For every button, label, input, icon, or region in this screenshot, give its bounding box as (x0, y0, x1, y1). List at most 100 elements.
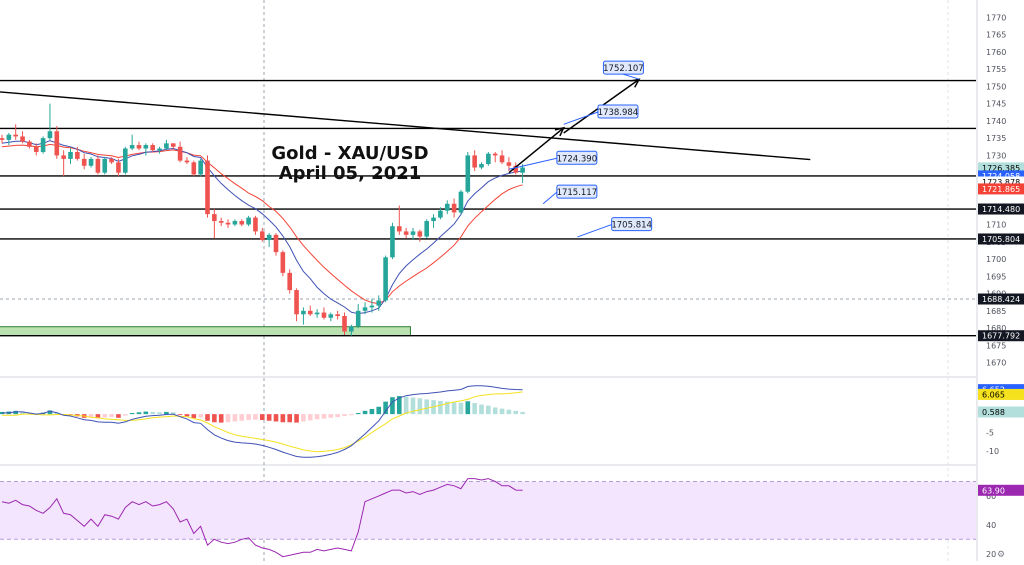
macd-histogram-bar[interactable] (513, 410, 519, 415)
macd-histogram-bar[interactable] (88, 414, 94, 418)
macd-histogram-bar[interactable] (129, 413, 135, 415)
candle[interactable] (438, 207, 443, 220)
macd-histogram-bar[interactable] (95, 414, 101, 419)
gear-icon[interactable]: ⚙ (997, 550, 1005, 560)
ema-slow-line[interactable] (1, 143, 523, 305)
macd-histogram-bar[interactable] (335, 414, 340, 418)
candle[interactable] (390, 222, 395, 260)
candle[interactable] (260, 227, 265, 242)
projection-arrow-1[interactable] (508, 127, 565, 174)
candle[interactable] (273, 233, 279, 256)
rsi-pane[interactable] (0, 478, 976, 558)
macd-histogram-bar[interactable] (492, 407, 498, 415)
macd-histogram-bar[interactable] (301, 414, 306, 422)
price-callout[interactable]: 1752.107 (602, 60, 644, 80)
macd-histogram-bar[interactable] (246, 414, 251, 421)
macd-histogram-bar[interactable] (20, 411, 25, 415)
macd-histogram-bar[interactable] (47, 410, 53, 415)
rsi-line[interactable] (1, 478, 523, 558)
macd-histogram-bar[interactable] (191, 414, 197, 419)
macd-histogram-bar[interactable] (342, 414, 347, 416)
macd-histogram-bar[interactable] (410, 397, 416, 415)
candle[interactable] (170, 143, 176, 149)
candle[interactable] (362, 302, 368, 315)
macd-histogram-bar[interactable] (355, 413, 361, 415)
candle[interactable] (403, 227, 409, 239)
price-callout[interactable]: 1715.117 (542, 184, 598, 205)
candle[interactable] (150, 143, 155, 152)
macd-histogram-bar[interactable] (287, 414, 292, 423)
candle[interactable] (253, 215, 258, 235)
macd-histogram-bar[interactable] (349, 414, 354, 416)
candle[interactable] (129, 134, 135, 151)
macd-histogram-bar[interactable] (164, 411, 169, 415)
price-callout[interactable]: 1724.390 (508, 150, 598, 170)
macd-histogram-bar[interactable] (451, 402, 457, 415)
macd-histogram-bar[interactable] (417, 398, 423, 415)
macd-histogram-bar[interactable] (376, 406, 382, 415)
price-tag[interactable]: 1721.865 (978, 183, 1024, 195)
candle[interactable] (486, 151, 491, 166)
macd-histogram-bar[interactable] (225, 414, 231, 423)
candle[interactable] (88, 157, 94, 168)
macd-histogram-bar[interactable] (424, 399, 429, 415)
price-tag[interactable]: 1677.792 (978, 330, 1024, 342)
macd-histogram-bar[interactable] (438, 400, 443, 415)
candle[interactable] (479, 162, 484, 170)
macd-histogram-bar[interactable] (184, 414, 190, 417)
candle[interactable] (321, 307, 327, 320)
macd-tag[interactable]: 6.065 (978, 388, 1024, 400)
candle[interactable] (335, 310, 340, 320)
candle[interactable] (136, 141, 142, 151)
macd-histogram-bar[interactable] (362, 410, 368, 415)
macd-line[interactable] (1, 385, 523, 458)
candle[interactable] (294, 288, 299, 322)
macd-histogram-bar[interactable] (369, 408, 375, 415)
candle[interactable] (513, 162, 519, 175)
candle[interactable] (109, 157, 114, 165)
macd-histogram-bar[interactable] (520, 411, 525, 415)
macd-histogram-bar[interactable] (273, 414, 279, 422)
macd-histogram-bar[interactable] (321, 414, 327, 419)
macd-histogram-bar[interactable] (102, 414, 108, 418)
price-callout[interactable]: 1705.814 (577, 217, 653, 238)
macd-histogram-bar[interactable] (170, 412, 176, 415)
candle[interactable] (465, 151, 471, 194)
candle[interactable] (20, 131, 25, 144)
candle[interactable] (123, 146, 128, 175)
macd-histogram-bar[interactable] (198, 414, 203, 418)
candle[interactable] (417, 229, 423, 242)
macd-histogram-bar[interactable] (218, 414, 224, 423)
candle[interactable] (492, 151, 498, 163)
candle[interactable] (383, 255, 388, 303)
candle[interactable] (13, 124, 18, 140)
macd-histogram-bar[interactable] (458, 402, 464, 415)
candle[interactable] (424, 219, 429, 239)
candle[interactable] (444, 200, 450, 215)
candle[interactable] (212, 208, 217, 239)
candle[interactable] (328, 312, 334, 322)
ema-fast-line[interactable] (1, 140, 523, 315)
candle[interactable] (198, 158, 203, 177)
macd-histogram-bar[interactable] (13, 410, 18, 415)
candle[interactable] (177, 141, 183, 163)
candle[interactable] (239, 219, 245, 227)
macd-histogram-bar[interactable] (328, 414, 334, 418)
candle[interactable] (225, 219, 231, 228)
macd-histogram-bar[interactable] (403, 396, 409, 415)
macd-histogram-bar[interactable] (205, 414, 210, 421)
candle[interactable] (355, 303, 361, 329)
macd-signal-line[interactable] (2, 391, 523, 453)
candle[interactable] (314, 309, 320, 318)
macd-histogram-bar[interactable] (260, 414, 265, 421)
candle[interactable] (27, 139, 32, 149)
candle[interactable] (157, 146, 162, 154)
macd-histogram-bar[interactable] (472, 403, 477, 415)
macd-histogram-bar[interactable] (499, 408, 505, 415)
candle[interactable] (40, 136, 46, 154)
candle[interactable] (232, 219, 238, 227)
candle[interactable] (116, 158, 121, 177)
price-tag[interactable]: 1714.480 (978, 203, 1024, 215)
price-pane[interactable]: 1752.107 1738.984 1724.390 1715.117 1705.814 (0, 60, 976, 337)
